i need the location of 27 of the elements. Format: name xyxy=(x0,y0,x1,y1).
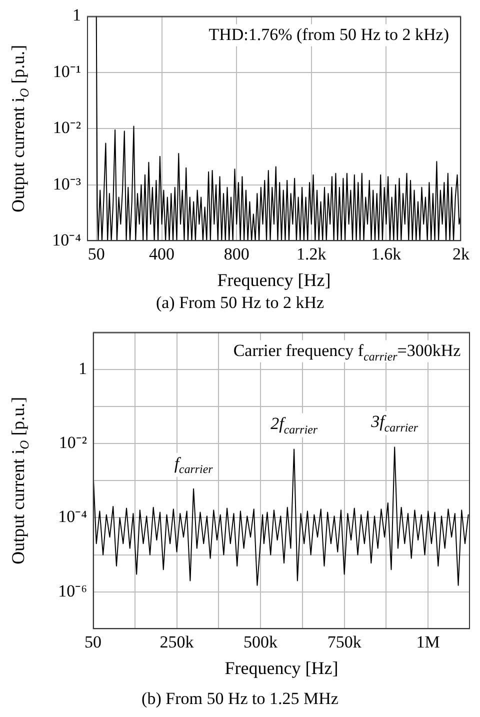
y-tick-label: 1 xyxy=(78,358,87,378)
x-tick-label: 400 xyxy=(149,244,175,264)
x-tick-label: 750k xyxy=(327,632,362,652)
y-tick-label: 1 xyxy=(72,6,81,25)
y-tick-label: 10⁻⁶ xyxy=(58,581,88,600)
y-axis-title: Output current iO [p.u.] xyxy=(8,396,32,564)
text: (b) From 50 Hz to 1.25 MHz xyxy=(140,688,340,710)
x-tick-label: 1M xyxy=(416,632,440,652)
x-tick-label: 1.6k xyxy=(371,244,402,264)
y-axis-title: Output current iO [p.u.] xyxy=(8,44,32,212)
x-tick-label: 2k xyxy=(452,244,470,264)
y-tick-label: 10⁻³ xyxy=(52,174,81,194)
y-tick-label: 10⁻⁴ xyxy=(52,230,82,250)
annotation: THD:1.76% (from 50 Hz to 2 kHz) xyxy=(208,25,450,44)
x-axis-title: Frequency [Hz] xyxy=(224,658,338,678)
x-tick-label: 800 xyxy=(224,244,250,264)
x-axis-title: Frequency [Hz] xyxy=(217,270,331,290)
x-tick-label: 1.2k xyxy=(296,244,327,264)
x-tick-label: 500k xyxy=(244,632,278,652)
y-tick-label: 10⁻² xyxy=(58,432,87,452)
y-tick-label: 10⁻² xyxy=(52,118,81,138)
x-tick-label: 50 xyxy=(88,244,105,264)
text: (a) From 50 Hz to 2 kHz xyxy=(154,292,326,314)
y-tick-label: 10⁻¹ xyxy=(52,62,81,81)
x-tick-label: 50 xyxy=(84,632,102,652)
y-tick-label: 10⁻⁴ xyxy=(58,507,88,526)
x-tick-label: 250k xyxy=(160,632,194,652)
